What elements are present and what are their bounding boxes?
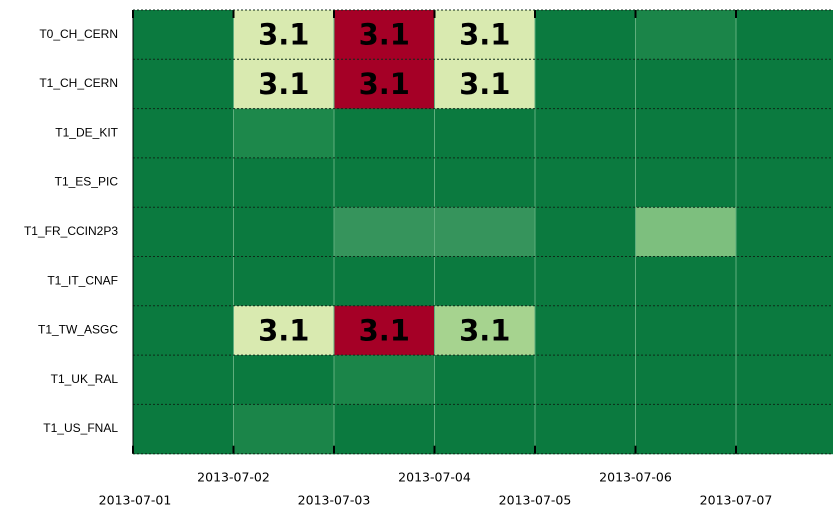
heatmap-cell: [233, 404, 335, 455]
x-tick-label: 2013-07-02: [197, 470, 270, 485]
heatmap-cell: [736, 108, 833, 159]
heatmap-cell: [334, 404, 435, 455]
cell-label: 3.1: [459, 18, 510, 52]
heatmap-cell: [434, 404, 536, 455]
heatmap-cell: [233, 157, 335, 208]
heatmap-cell: [233, 256, 335, 307]
heatmap-cell: [233, 207, 335, 257]
cell-label: 3.1: [359, 67, 410, 101]
row-label: T1_DE_KIT: [55, 125, 118, 139]
heatmap-cell: [233, 355, 335, 405]
heatmap-cell: [736, 10, 833, 60]
heatmap-cell: [133, 256, 234, 307]
heatmap-cell: [133, 355, 234, 405]
heatmap-cell: [535, 157, 636, 208]
row-label: T1_IT_CNAF: [47, 273, 118, 287]
heatmap-cell: [736, 157, 833, 208]
heatmap-cell: [535, 305, 636, 356]
row-label: T1_TW_ASGC: [38, 323, 118, 337]
heatmap-cell: [133, 10, 234, 60]
heatmap-cell: [334, 355, 435, 405]
cell-label: 3.1: [459, 67, 510, 101]
heatmap-cell: [434, 256, 536, 307]
heatmap-cell: [434, 10, 536, 60]
x-tick-label: 2013-07-04: [398, 470, 471, 485]
heatmap-cell: [133, 305, 234, 356]
heatmap-cell: [133, 207, 234, 257]
heatmap-cell: [635, 256, 737, 307]
row-label: T1_ES_PIC: [55, 175, 119, 189]
heatmap-cell: [736, 355, 833, 405]
heatmap-cell: [133, 59, 234, 110]
x-tick-label: 2013-07-03: [298, 493, 371, 508]
heatmap-cell: [334, 207, 435, 257]
row-label: T0_CH_CERN: [39, 27, 118, 41]
heatmap-cell: [334, 10, 435, 60]
heatmap-cell: [434, 108, 536, 159]
heatmap-cell: [635, 355, 737, 405]
heatmap-cell: [635, 59, 737, 110]
heatmap-cell: [434, 207, 536, 257]
heatmap-cell: [233, 305, 335, 356]
row-label: T1_FR_CCIN2P3: [24, 224, 118, 238]
x-tick-label: 2013-07-01: [99, 493, 172, 508]
heatmap-cell: [535, 207, 636, 257]
heatmap-cell: [334, 108, 435, 159]
cell-label: 3.1: [359, 18, 410, 52]
heatmap-cell: [434, 157, 536, 208]
heatmap-cell: [635, 207, 737, 257]
heatmap-cell: [535, 355, 636, 405]
heatmap-cell: [233, 59, 335, 110]
heatmap-cell: [334, 256, 435, 307]
heatmap-cell: [334, 59, 435, 110]
heatmap-cell: [635, 157, 737, 208]
cell-label: 3.1: [459, 313, 510, 347]
heatmap-cell: [736, 59, 833, 110]
heatmap-cell: [635, 10, 737, 60]
heatmap-cell: [535, 59, 636, 110]
heatmap-cell: [233, 10, 335, 60]
cell-label: 3.1: [258, 18, 309, 52]
heatmap-cell: [133, 404, 234, 455]
heatmap-cell: [535, 10, 636, 60]
x-tick-label: 2013-07-05: [499, 493, 572, 508]
heatmap-cell: [736, 404, 833, 455]
row-label: T1_CH_CERN: [39, 76, 118, 90]
heatmap-cell: [434, 305, 536, 356]
heatmap-cell: [535, 108, 636, 159]
heatmap-cell: [434, 59, 536, 110]
heatmap-cell: [233, 108, 335, 159]
heatmap-cell: [535, 404, 636, 455]
cell-label: 3.1: [258, 313, 309, 347]
heatmap-cell: [535, 256, 636, 307]
row-label: T1_US_FNAL: [43, 421, 118, 435]
heatmap-cell: [635, 108, 737, 159]
heatmap-cell: [635, 305, 737, 356]
heatmap-cell: [736, 305, 833, 356]
row-label: T1_UK_RAL: [51, 372, 119, 386]
heatmap-cell: [434, 355, 536, 405]
heatmap-cell: [133, 108, 234, 159]
cell-label: 3.1: [359, 313, 410, 347]
heatmap-cell: [736, 256, 833, 307]
cell-label: 3.1: [258, 67, 309, 101]
x-tick-label: 2013-07-06: [599, 470, 672, 485]
heatmap-cell: [133, 157, 234, 208]
heatmap-cell: [736, 207, 833, 257]
x-tick-label: 2013-07-07: [700, 493, 773, 508]
heatmap-cell: [635, 404, 737, 455]
heatmap-cell: [334, 157, 435, 208]
heatmap-cell: [334, 305, 435, 356]
